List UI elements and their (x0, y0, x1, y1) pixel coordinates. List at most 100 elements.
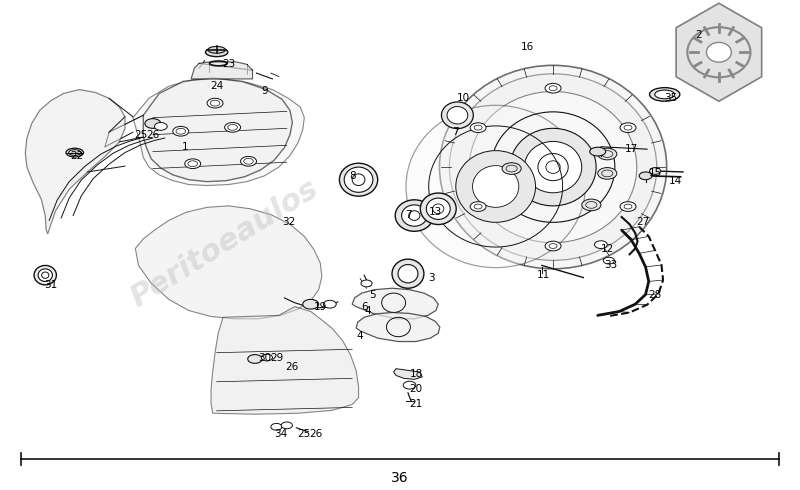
Ellipse shape (706, 43, 731, 62)
Circle shape (620, 202, 636, 211)
Ellipse shape (473, 166, 518, 207)
Text: 22: 22 (70, 151, 84, 161)
Text: 5: 5 (369, 290, 375, 299)
Text: 19: 19 (314, 302, 327, 312)
Circle shape (403, 381, 416, 389)
Text: 31: 31 (44, 280, 58, 290)
Circle shape (502, 163, 521, 174)
Ellipse shape (38, 269, 53, 281)
Text: 10: 10 (458, 93, 470, 103)
Text: 27: 27 (637, 217, 650, 227)
Ellipse shape (439, 65, 666, 269)
Ellipse shape (208, 47, 226, 53)
Circle shape (262, 354, 273, 361)
Text: 13: 13 (430, 207, 442, 217)
Text: 23: 23 (222, 59, 235, 70)
Ellipse shape (395, 200, 434, 231)
Ellipse shape (406, 105, 586, 268)
Circle shape (323, 300, 336, 308)
Ellipse shape (590, 147, 606, 156)
Ellipse shape (34, 266, 56, 285)
Ellipse shape (447, 106, 468, 124)
Polygon shape (394, 368, 422, 379)
Text: 12: 12 (601, 244, 614, 253)
Text: 15: 15 (649, 169, 662, 178)
Polygon shape (356, 313, 440, 342)
Text: 11: 11 (537, 270, 550, 280)
Ellipse shape (206, 48, 228, 57)
Ellipse shape (66, 148, 83, 157)
Circle shape (470, 123, 486, 132)
Ellipse shape (456, 150, 535, 222)
Circle shape (302, 299, 318, 309)
Polygon shape (133, 79, 304, 186)
Text: 28: 28 (649, 290, 662, 299)
Text: 30: 30 (258, 352, 271, 363)
Text: 26: 26 (286, 362, 299, 372)
Text: 35: 35 (665, 93, 678, 103)
Text: 6: 6 (361, 302, 367, 312)
Text: 14: 14 (669, 176, 682, 186)
Text: 1: 1 (182, 142, 188, 152)
Text: 7: 7 (453, 127, 459, 137)
Ellipse shape (402, 205, 427, 226)
Text: 36: 36 (391, 471, 409, 486)
Circle shape (225, 122, 241, 132)
Circle shape (545, 83, 561, 93)
Text: 26: 26 (310, 429, 323, 439)
Circle shape (620, 123, 636, 132)
Text: 26: 26 (146, 130, 159, 140)
Text: 7: 7 (405, 210, 411, 220)
Polygon shape (191, 62, 253, 79)
Text: 33: 33 (605, 261, 618, 270)
Text: 20: 20 (410, 384, 422, 394)
Circle shape (361, 280, 372, 287)
Text: 21: 21 (410, 398, 422, 409)
Polygon shape (135, 206, 322, 319)
Text: 18: 18 (410, 369, 422, 379)
Ellipse shape (426, 198, 450, 220)
Circle shape (145, 119, 161, 128)
Text: 4: 4 (365, 307, 371, 317)
Text: 2: 2 (696, 30, 702, 40)
Circle shape (173, 126, 189, 136)
Circle shape (603, 257, 614, 264)
Circle shape (271, 423, 282, 430)
Text: 8: 8 (349, 171, 355, 181)
Text: 3: 3 (429, 272, 435, 283)
Text: Peritoeaulos: Peritoeaulos (126, 174, 324, 313)
Text: 34: 34 (274, 429, 287, 439)
Circle shape (545, 241, 561, 251)
Ellipse shape (420, 193, 456, 224)
Polygon shape (26, 90, 125, 234)
Ellipse shape (339, 163, 378, 196)
Text: 29: 29 (270, 352, 283, 363)
Ellipse shape (470, 92, 637, 243)
Ellipse shape (510, 128, 596, 206)
Polygon shape (211, 307, 358, 414)
Circle shape (598, 148, 617, 160)
Circle shape (282, 422, 292, 429)
Circle shape (241, 156, 257, 166)
Circle shape (598, 168, 617, 179)
Text: 24: 24 (210, 81, 223, 91)
Circle shape (639, 172, 652, 180)
Circle shape (207, 98, 223, 108)
Circle shape (582, 199, 601, 211)
Ellipse shape (344, 167, 373, 192)
Text: 25: 25 (298, 429, 311, 439)
Polygon shape (143, 78, 292, 182)
Circle shape (185, 159, 201, 169)
Ellipse shape (392, 259, 424, 288)
Text: 4: 4 (357, 331, 363, 341)
Circle shape (470, 202, 486, 211)
Text: 25: 25 (134, 130, 147, 140)
Text: 32: 32 (282, 217, 295, 227)
Ellipse shape (442, 102, 474, 128)
Ellipse shape (398, 265, 418, 283)
Ellipse shape (450, 74, 657, 260)
Polygon shape (352, 288, 438, 319)
Text: 9: 9 (261, 86, 268, 96)
Circle shape (154, 122, 167, 130)
Text: 17: 17 (625, 144, 638, 154)
